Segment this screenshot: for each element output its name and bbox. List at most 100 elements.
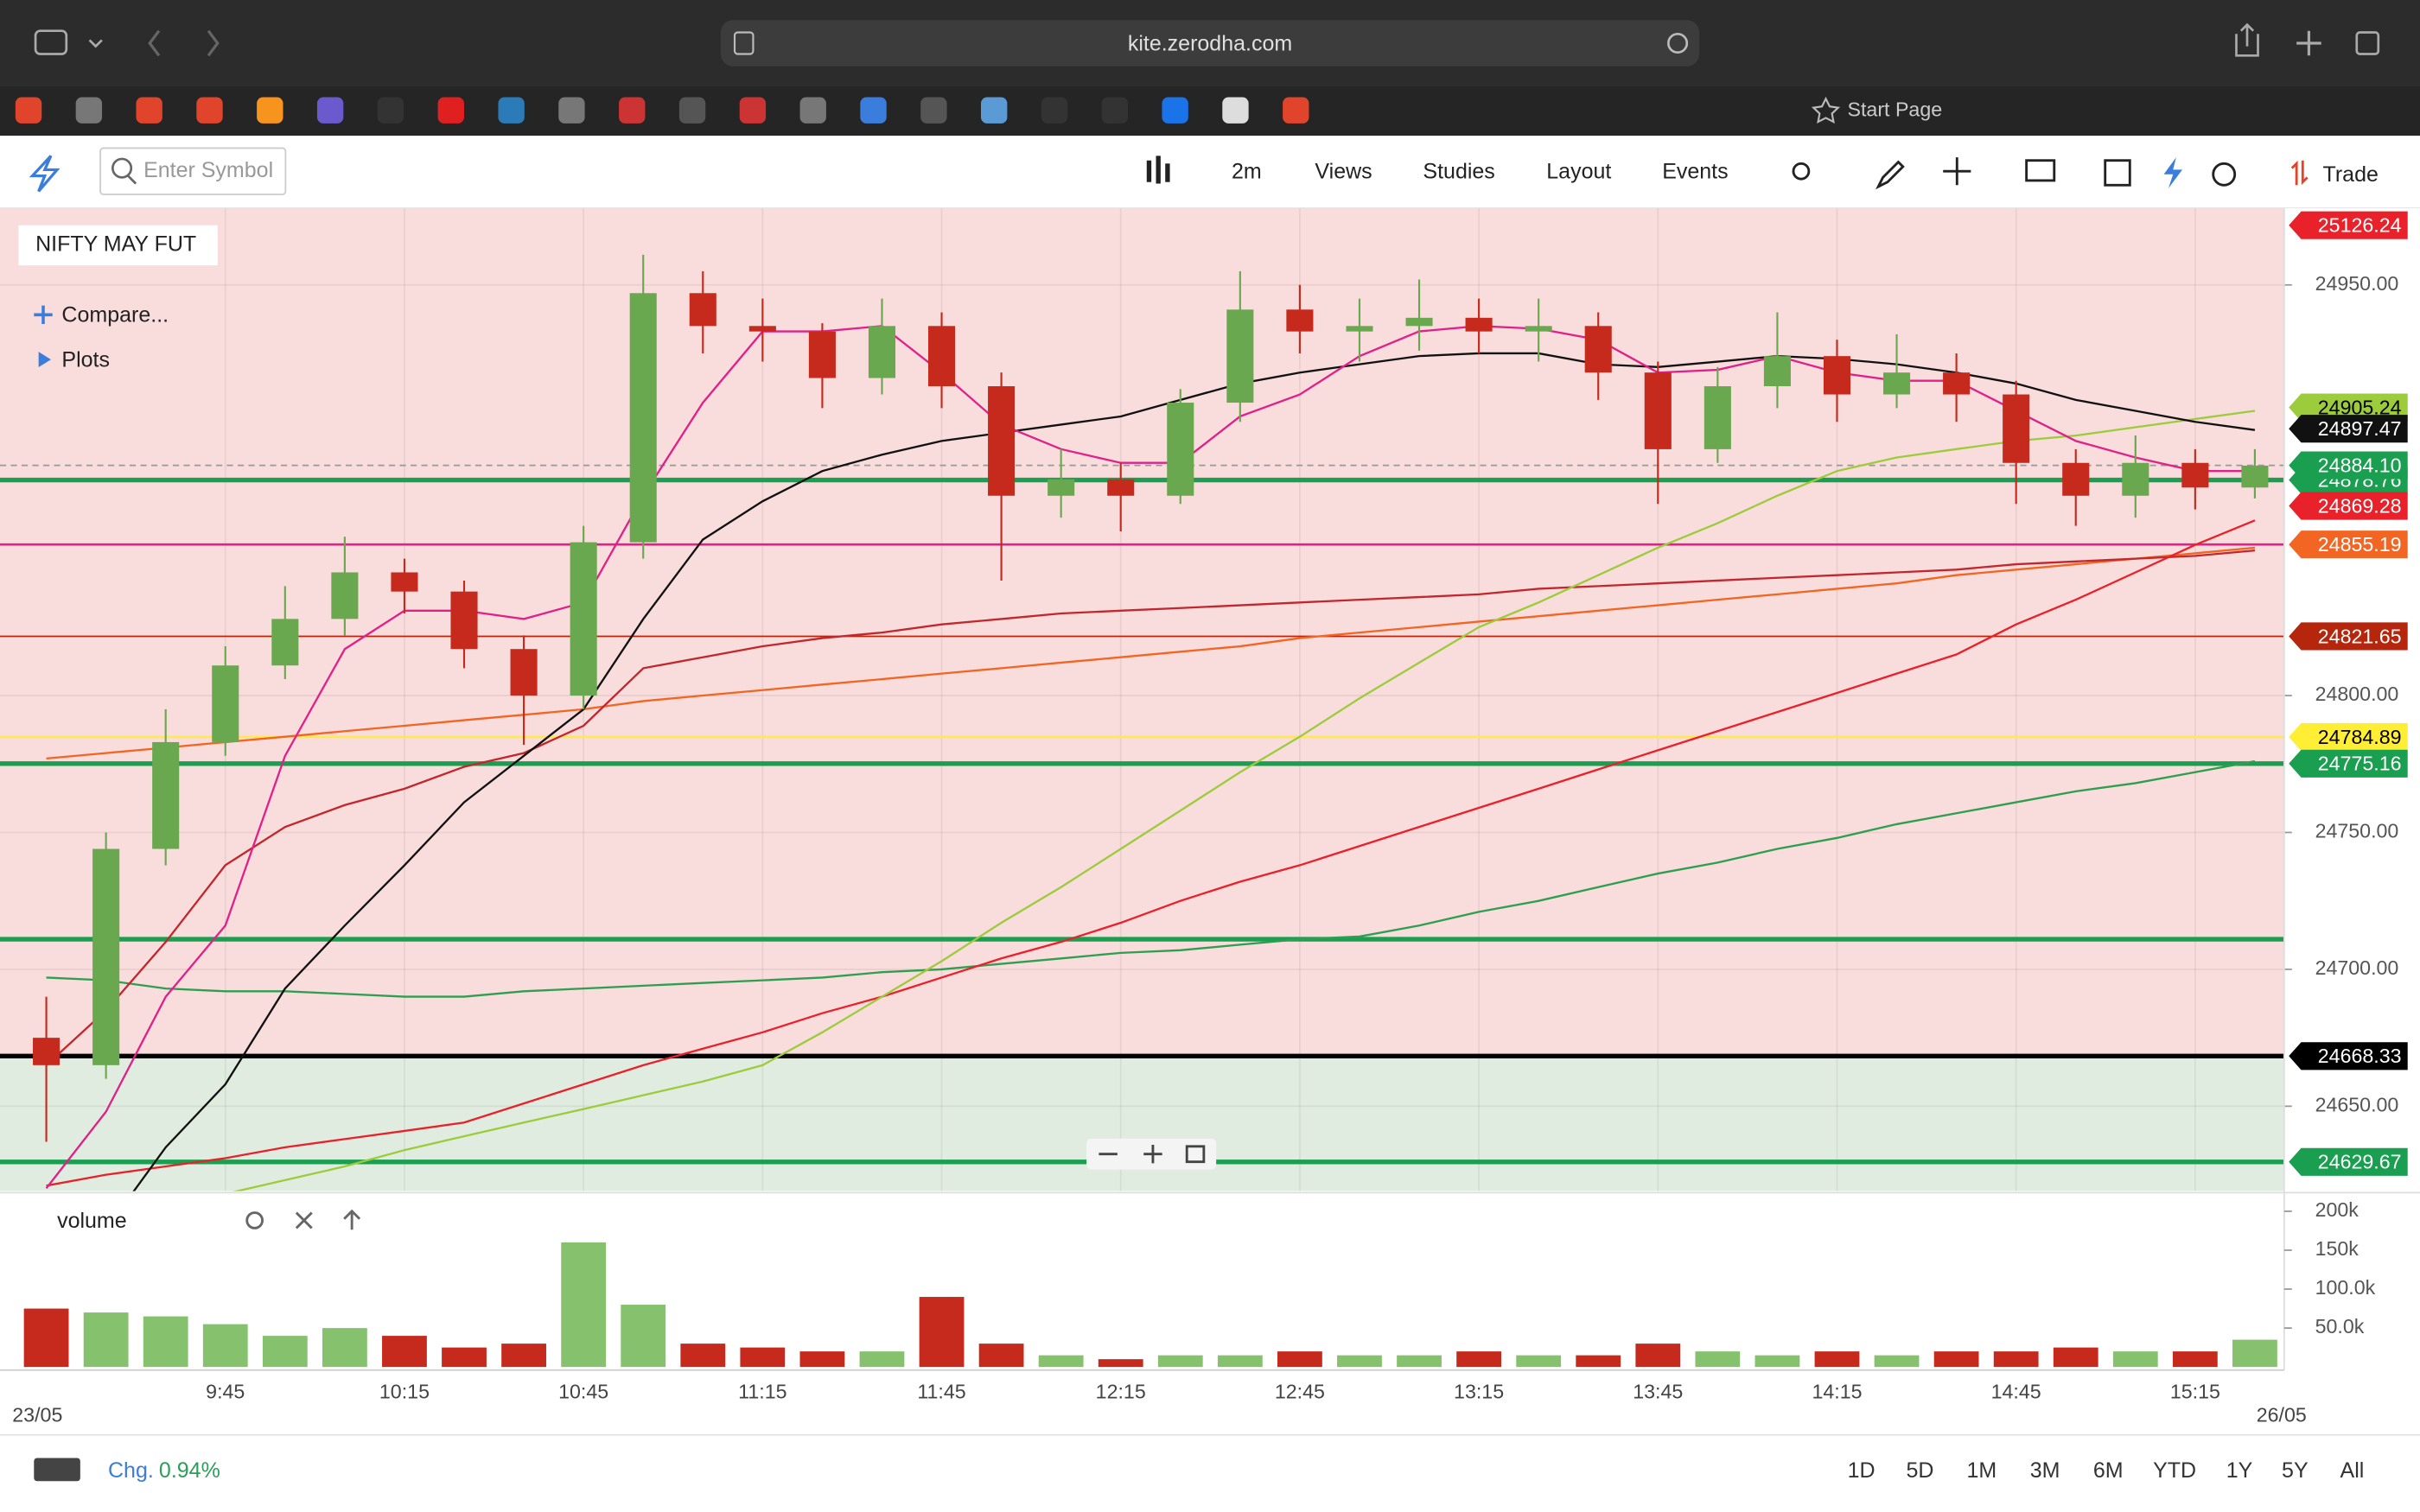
volume-tick-label: 150k (2315, 1237, 2360, 1260)
menu-item[interactable]: Studies (1423, 160, 1494, 184)
range-button[interactable]: YTD (2153, 1458, 2196, 1483)
start-page[interactable]: Start Page (1848, 98, 1943, 121)
kite-logo[interactable] (29, 155, 60, 193)
volume-bar (680, 1344, 726, 1368)
reload[interactable] (1667, 32, 1689, 54)
range-button[interactable]: 6M (2093, 1458, 2124, 1483)
toolbar (0, 136, 2420, 209)
volume-controls[interactable] (245, 1209, 361, 1230)
candle-body (2181, 462, 2209, 488)
bookmark-icon[interactable] (498, 97, 525, 124)
volume-bar (1933, 1351, 1979, 1368)
bookmark-icon[interactable] (558, 97, 585, 124)
sidebar-menu[interactable] (88, 39, 103, 48)
volume-bar (2232, 1339, 2277, 1368)
x-tick-label: 10:15 (379, 1381, 430, 1403)
bookmark-icon[interactable] (377, 97, 404, 124)
chart-type-icon[interactable] (1146, 156, 1170, 184)
candle-body (1286, 309, 1314, 332)
range-buttons: 1D 5D 1M 3M 6M YTD 1Y 5Y All (1848, 1458, 2365, 1483)
price-label: 24897.47 (2318, 417, 2402, 440)
search-box[interactable] (99, 147, 287, 195)
compare-icon (34, 305, 53, 324)
candle-body (271, 619, 299, 666)
range-button[interactable]: All (2340, 1458, 2365, 1483)
price-label: 24629.67 (2318, 1151, 2402, 1173)
bookmark-icon[interactable] (316, 97, 344, 124)
bookmark-icon[interactable] (1101, 97, 1128, 124)
bookmark-icon[interactable] (619, 97, 646, 124)
candle-body (212, 665, 239, 742)
favorites-bar (0, 86, 2420, 137)
zoom-controls[interactable] (1086, 1138, 1217, 1170)
tabs-overview[interactable] (2355, 31, 2380, 55)
candle-body (629, 293, 657, 543)
sidebar-button[interactable] (34, 29, 68, 55)
bookmark-icon[interactable] (799, 97, 826, 124)
bookmark-icon[interactable] (678, 97, 706, 124)
x-tick-label: 11:45 (917, 1381, 965, 1403)
bookmark-icon[interactable] (981, 97, 1008, 124)
bookmark-icon[interactable] (739, 97, 767, 124)
price-label: 24775.16 (2318, 753, 2402, 775)
bookmark-icon[interactable] (1222, 97, 1249, 124)
bookmark-icon[interactable] (196, 97, 223, 124)
candle-body (1107, 479, 1135, 496)
volume-title: volume (57, 1209, 127, 1233)
nav-arrows[interactable] (148, 29, 220, 57)
trade-button[interactable]: Trade (2323, 162, 2379, 187)
range-button[interactable]: 5Y (2282, 1458, 2309, 1483)
volume-bar (919, 1297, 965, 1368)
candle-body (2122, 462, 2149, 496)
bookmark-icon[interactable] (920, 97, 947, 124)
candle-body (1883, 372, 1911, 395)
tool-icons[interactable] (1792, 157, 2237, 190)
plots-icon (38, 352, 51, 367)
volume-bar (1157, 1355, 1203, 1368)
interval[interactable]: 2m (1232, 160, 1262, 184)
range-button[interactable]: 1Y (2226, 1458, 2253, 1483)
candle-body (868, 326, 896, 378)
y-tick-label: 24750.00 (2315, 820, 2399, 842)
range-button[interactable]: 1M (1966, 1458, 1996, 1483)
volume-tick-label: 100.0k (2315, 1276, 2376, 1299)
menu-item[interactable]: Views (1315, 160, 1372, 184)
x-tick-label: 13:45 (1633, 1381, 1683, 1403)
range-button[interactable]: 1D (1848, 1458, 1876, 1483)
address-bar[interactable] (720, 20, 1700, 67)
volume-bar (2053, 1347, 2098, 1368)
compare[interactable]: Compare... (61, 303, 169, 327)
x-tick-label: 12:15 (1096, 1381, 1146, 1403)
volume-bar (1038, 1355, 1084, 1368)
range-button[interactable]: 3M (2030, 1458, 2060, 1483)
price-label-box (2289, 415, 2408, 443)
bookmark-icon[interactable] (1041, 97, 1068, 124)
bookmark-icon[interactable] (75, 97, 103, 124)
menu-item[interactable]: Layout (1546, 160, 1611, 184)
volume-bar (322, 1328, 367, 1368)
bookmark-icon[interactable] (1283, 97, 1309, 124)
volume-bar (2172, 1351, 2218, 1368)
url: kite.zerodha.com (1128, 31, 1292, 55)
y-tick-label: 24800.00 (2315, 683, 2399, 705)
bookmark-icon[interactable] (136, 97, 162, 124)
bookmark-icon[interactable] (257, 97, 283, 124)
share[interactable] (2235, 22, 2259, 57)
candle-body (1943, 372, 1971, 395)
keyboard-icon[interactable] (34, 1458, 80, 1482)
price-label-box (2289, 749, 2408, 778)
menu-item[interactable]: Events (1662, 160, 1728, 184)
plots[interactable]: Plots (61, 347, 110, 372)
bookmark-icon[interactable] (437, 97, 464, 124)
bookmark-icon[interactable] (15, 97, 42, 124)
bookmark-icon[interactable] (860, 97, 887, 124)
support-zone (0, 1056, 2284, 1191)
candle-body (1823, 356, 1851, 395)
new-tab[interactable] (2296, 30, 2321, 56)
footer (0, 1434, 2420, 1512)
price-label: 24821.65 (2318, 625, 2402, 647)
range-button[interactable]: 5D (1906, 1458, 1933, 1483)
bookmark-icon[interactable] (1162, 97, 1188, 124)
volume-bar (23, 1308, 69, 1368)
